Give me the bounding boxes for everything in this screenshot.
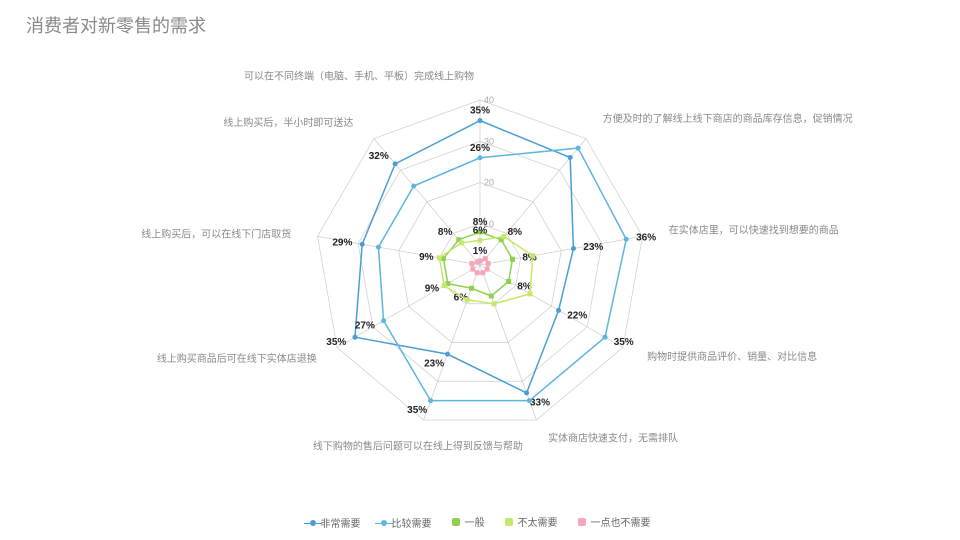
data-point: [470, 267, 475, 272]
data-point: [393, 161, 398, 166]
data-point: [530, 253, 535, 258]
data-point: [469, 286, 474, 291]
value-label: 35%: [614, 337, 634, 348]
data-point: [486, 261, 491, 266]
data-point: [376, 245, 381, 250]
data-point: [506, 279, 511, 284]
data-point: [603, 335, 608, 340]
data-point: [437, 255, 442, 260]
axis-label: 购物时提供商品评价、销量、对比信息: [647, 350, 817, 363]
legend-label: 不太需要: [518, 514, 558, 529]
value-label: 8%: [438, 227, 453, 238]
data-point: [571, 246, 576, 251]
value-label: 33%: [530, 397, 550, 408]
data-point: [510, 257, 515, 262]
value-label: 27%: [355, 321, 375, 332]
data-point: [483, 256, 488, 261]
axis-label: 可以在不同终端（电脑、手机、平板）完成线上购物: [244, 70, 474, 83]
value-label: 29%: [332, 237, 352, 248]
data-point: [527, 398, 532, 403]
axis-label: 实体商店快速支付，无需排队: [548, 432, 678, 445]
value-label: 36%: [636, 232, 656, 243]
data-point: [475, 270, 480, 275]
axis-label: 线上购买后，可以在线下门店取货: [141, 227, 291, 240]
chart-legend: 非常需要 比较需要 一般 不太需要 一点也不需要: [0, 514, 960, 530]
value-label: 35%: [407, 405, 427, 416]
legend-marker: [381, 520, 387, 526]
axis-label: 在实体店里，可以快速找到想要的商品: [669, 223, 839, 236]
data-point: [478, 155, 483, 160]
value-label: 9%: [419, 252, 434, 263]
value-label: 22%: [567, 310, 587, 321]
data-point: [459, 240, 464, 245]
value-label: 8%: [508, 227, 523, 238]
value-label: 9%: [425, 284, 440, 295]
axis-label: 线下购物的售后问题可以在线上得到反馈与帮助: [313, 440, 523, 453]
data-point: [524, 390, 529, 395]
data-point: [556, 308, 561, 313]
legend-label: 比较需要: [392, 515, 432, 530]
data-point: [624, 237, 629, 242]
value-label: 1%: [473, 246, 488, 257]
axis-label: 方便及时的了解线上线下商店的商品库存信息，促销情况: [603, 112, 853, 125]
legend-marker: [578, 518, 586, 526]
value-label: 26%: [470, 143, 490, 154]
data-point: [492, 301, 497, 306]
value-label: 32%: [369, 151, 389, 162]
value-label: 23%: [583, 242, 603, 253]
radar-chart: 10203040可以在不同终端（电脑、手机、平板）完成线上购物方便及时的了解线上…: [0, 0, 960, 540]
data-point: [360, 242, 365, 247]
legend-item: 一点也不需要: [578, 514, 651, 529]
value-label: 23%: [424, 359, 444, 370]
legend-item: 比较需要: [381, 515, 432, 530]
value-label: 35%: [326, 337, 346, 348]
data-point: [478, 238, 483, 243]
tick-label: 40: [484, 95, 494, 105]
data-point: [465, 297, 470, 302]
value-label: 6%: [473, 225, 488, 236]
data-point: [485, 267, 490, 272]
radar-svg: 10203040可以在不同终端（电脑、手机、平板）完成线上购物方便及时的了解线上…: [0, 0, 960, 540]
data-point: [480, 270, 485, 275]
data-point: [428, 398, 433, 403]
data-point: [478, 118, 483, 123]
data-point: [411, 184, 416, 189]
data-point: [528, 291, 533, 296]
data-point: [469, 261, 474, 266]
axis-label: 线上购买商品后可在线下实体店退换: [157, 352, 317, 365]
legend-item: 非常需要: [310, 515, 361, 530]
data-point: [576, 146, 581, 151]
legend-label: 一点也不需要: [591, 514, 651, 529]
legend-label: 一般: [465, 514, 485, 529]
legend-label: 非常需要: [321, 515, 361, 530]
data-point: [568, 155, 573, 160]
data-point: [352, 335, 357, 340]
legend-marker: [452, 518, 460, 526]
data-point: [489, 294, 494, 299]
data-point: [501, 234, 506, 239]
legend-marker: [310, 520, 316, 526]
tick-label: 20: [484, 178, 494, 188]
axis-label: 线上购买后，半小时即可送达: [223, 116, 353, 129]
legend-item: 一般: [452, 514, 485, 529]
legend-item: 不太需要: [505, 514, 558, 529]
legend-marker: [505, 518, 513, 526]
value-label: 35%: [470, 106, 490, 117]
data-point: [381, 318, 386, 323]
data-point: [475, 259, 480, 264]
data-point: [442, 283, 447, 288]
data-point: [445, 352, 450, 357]
